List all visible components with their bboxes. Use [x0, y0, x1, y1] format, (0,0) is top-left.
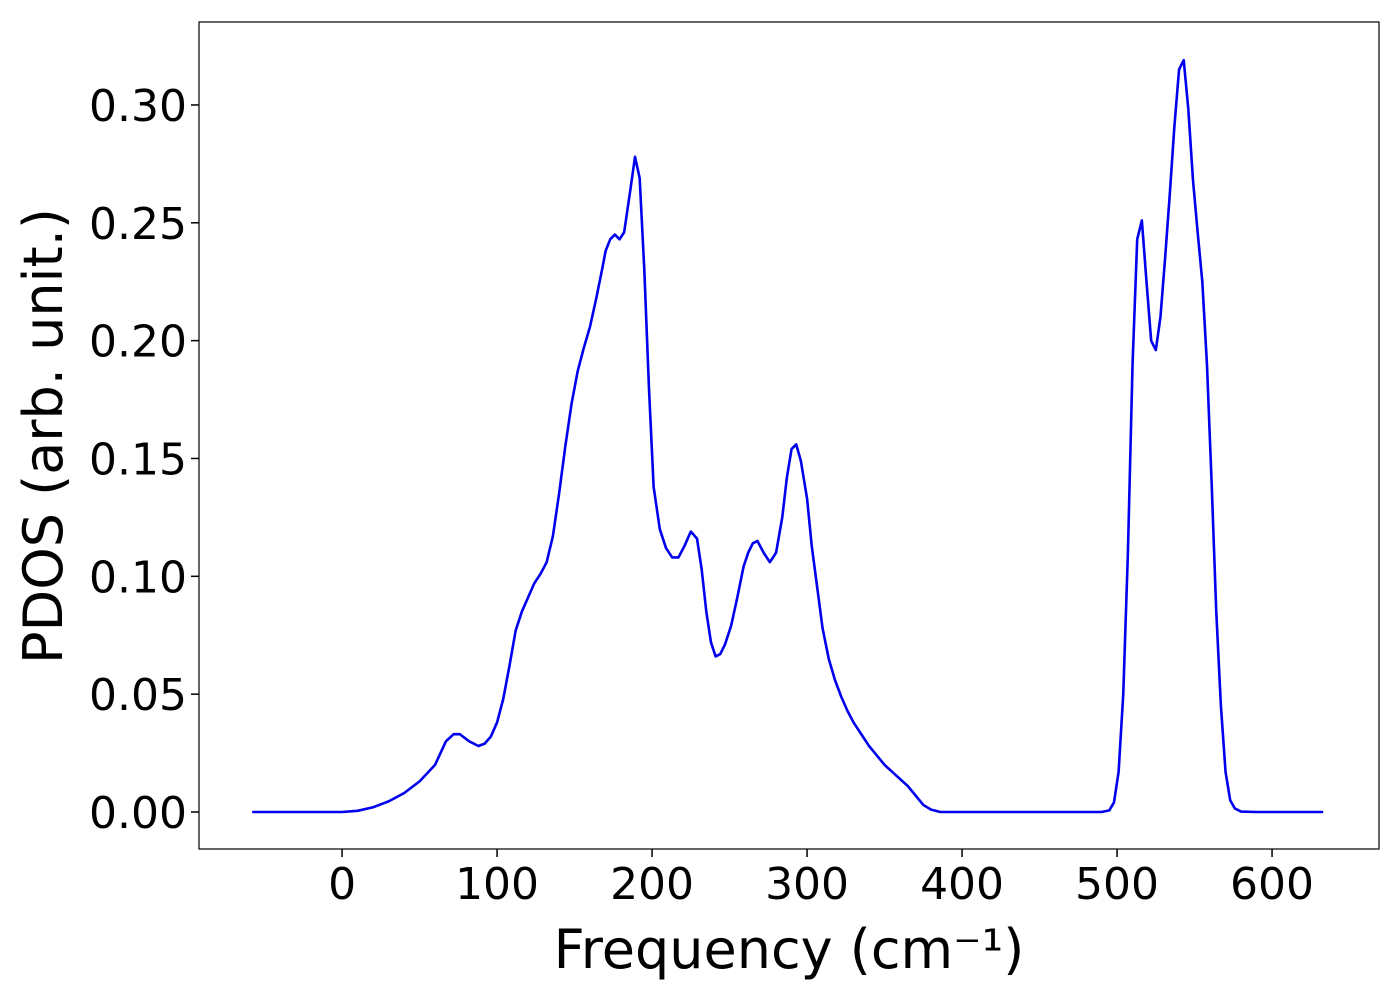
y-tick-label: 0.10 — [89, 552, 187, 603]
y-axis-label: PDOS (arb. unit.) — [12, 208, 75, 664]
x-tick-label: 100 — [455, 859, 539, 910]
x-tick-label: 500 — [1075, 859, 1159, 910]
x-tick-label: 0 — [328, 859, 356, 910]
x-tick-label: 400 — [920, 859, 1004, 910]
x-tick-label: 300 — [765, 859, 849, 910]
y-tick-label: 0.30 — [89, 81, 187, 132]
x-tick-label: 200 — [610, 859, 694, 910]
y-tick-label: 0.05 — [89, 670, 187, 721]
y-tick-label: 0.00 — [89, 788, 187, 839]
x-axis-label: Frequency (cm⁻¹) — [554, 918, 1025, 981]
x-tick-label: 600 — [1230, 859, 1314, 910]
plot-frame — [198, 21, 1380, 850]
data-line — [252, 58, 1324, 814]
y-tick-label: 0.15 — [89, 434, 187, 485]
y-tick-label: 0.25 — [89, 199, 187, 250]
y-tick-label: 0.20 — [89, 317, 187, 368]
